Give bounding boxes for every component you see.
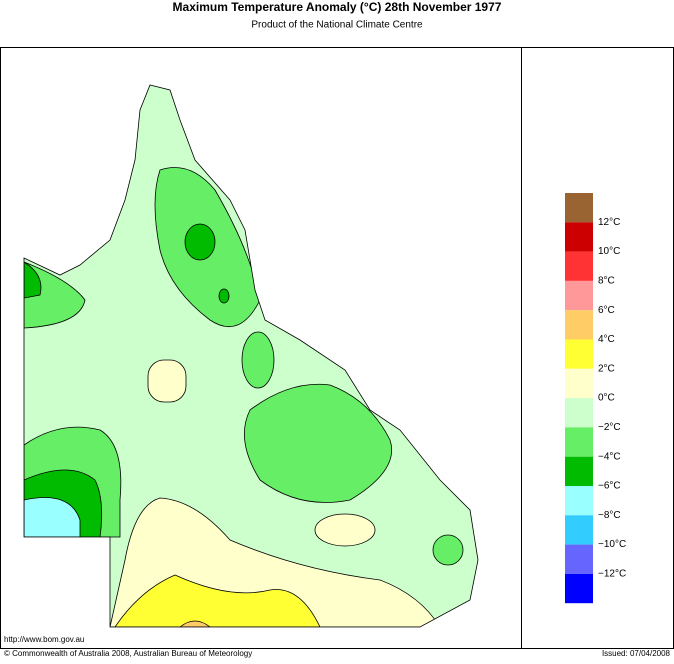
legend-swatch (565, 310, 593, 340)
legend-label: 2°C (598, 363, 615, 374)
zone (432, 534, 464, 566)
legend-label: −10°C (598, 539, 626, 550)
zone (218, 288, 230, 304)
legend-swatch (565, 398, 593, 428)
footer-copyright: © Commonwealth of Australia 2008, Austra… (4, 649, 252, 658)
legend-label: −6°C (598, 481, 621, 492)
legend-label: 6°C (598, 305, 615, 316)
legend-swatch (565, 222, 593, 252)
legend-label: −8°C (598, 510, 621, 521)
legend-label: 12°C (598, 217, 620, 228)
legend-swatch (565, 280, 593, 311)
legend-label: −4°C (598, 451, 621, 462)
legend-swatch (565, 427, 593, 457)
legend-swatch (565, 486, 593, 516)
legend-label: 8°C (598, 276, 615, 287)
legend-swatch (565, 456, 593, 486)
subtitle: Product of the National Climate Centre (251, 20, 423, 31)
legend-label: −2°C (598, 422, 621, 433)
title: Maximum Temperature Anomaly (°C) 28th No… (173, 0, 502, 14)
legend: 12°C 10°C 8°C 6°C 4°C 2°C 0°C −2°C −4°C −6°C −8°C −… (565, 193, 626, 604)
map (23, 84, 479, 628)
legend-swatch (565, 573, 593, 604)
zone (244, 383, 392, 503)
legend-swatch (565, 368, 593, 399)
footer-issued: Issued: 07/04/2008 (602, 649, 671, 658)
zone (241, 331, 275, 389)
legend-label: −12°C (598, 569, 626, 580)
legend-swatch (565, 339, 593, 369)
legend-label: 0°C (598, 393, 615, 404)
legend-label: 4°C (598, 334, 615, 345)
footer-url: http://www.bom.gov.au (4, 635, 84, 644)
zone (114, 574, 321, 627)
legend-swatch (565, 251, 593, 281)
zone (24, 261, 42, 299)
legend-label: 10°C (598, 246, 620, 257)
zone (147, 359, 187, 403)
legend-swatch (565, 515, 593, 545)
legend-swatch (565, 193, 593, 223)
zone (24, 497, 81, 538)
zone (314, 513, 376, 547)
zone (184, 223, 216, 261)
legend-swatch (565, 544, 593, 574)
